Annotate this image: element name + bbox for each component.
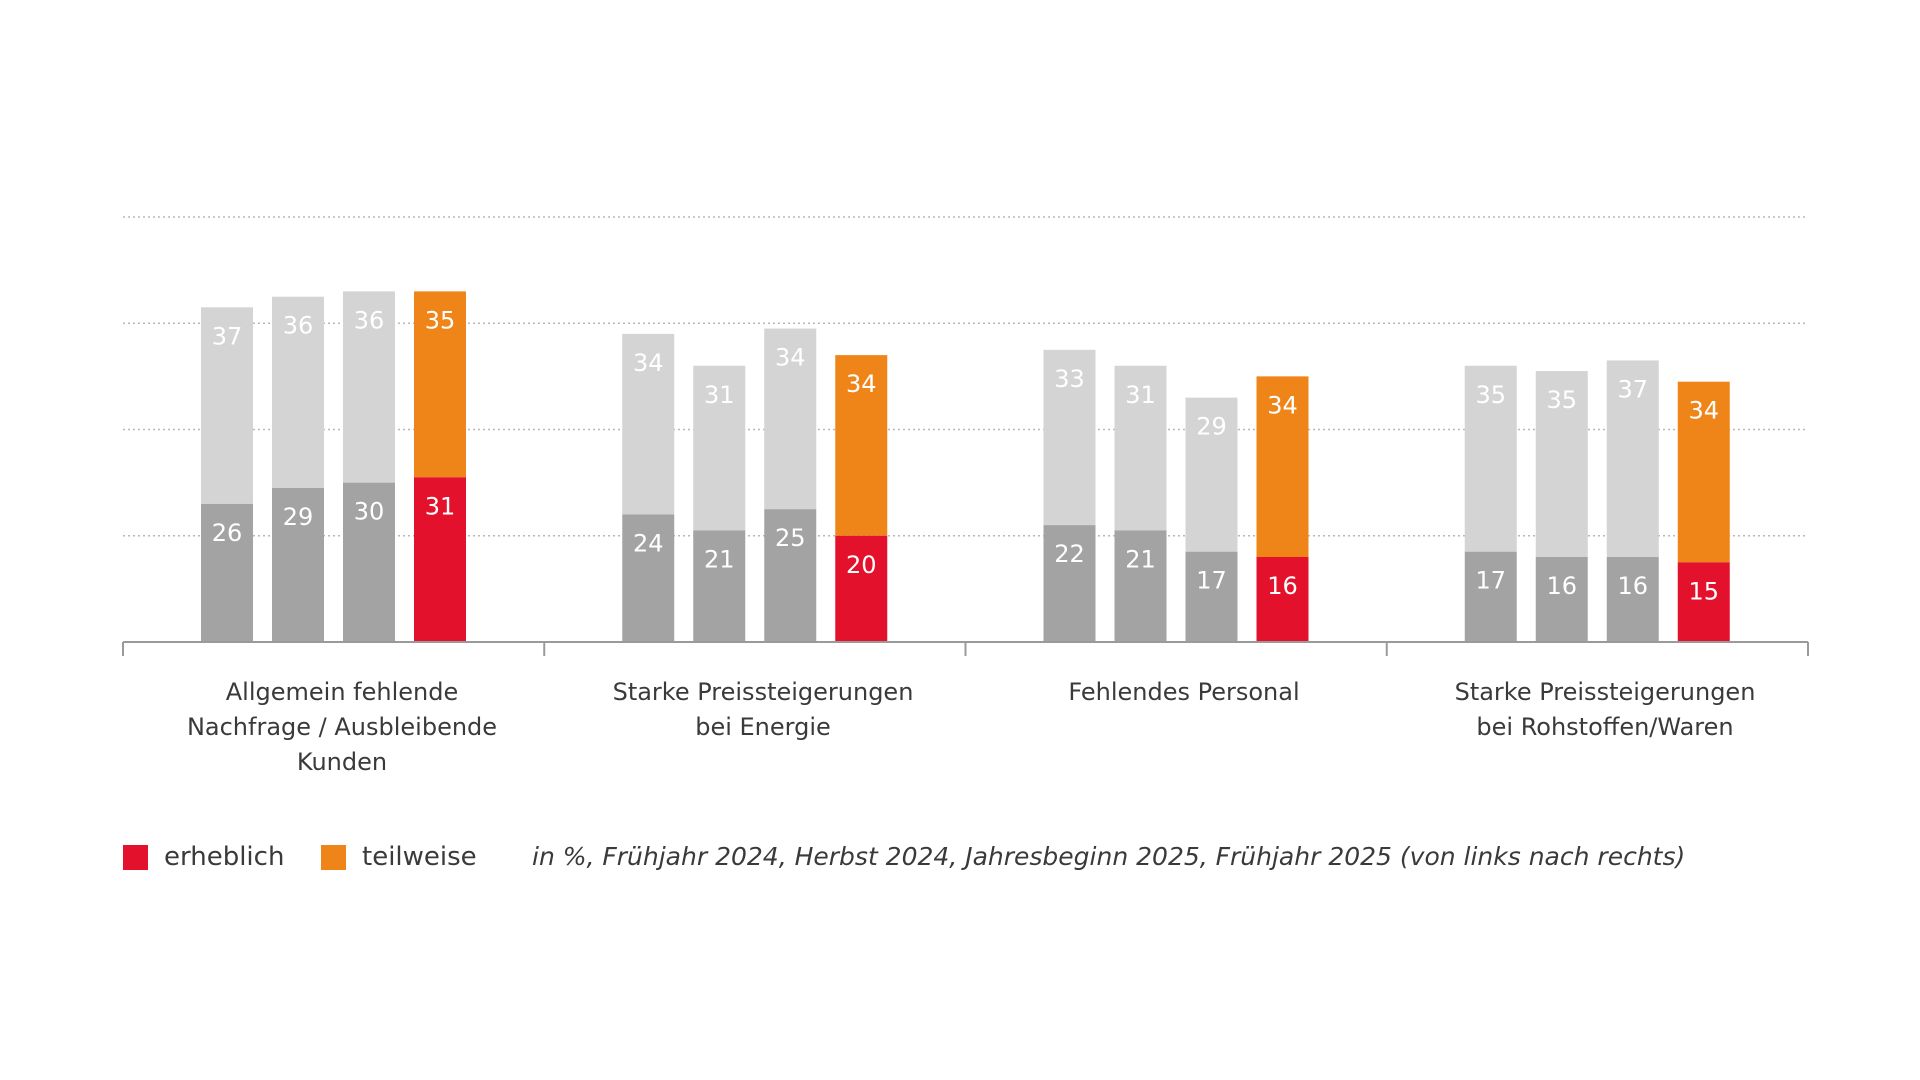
data-label-erheblich-c3-p3: 15	[1688, 577, 1719, 605]
data-label-teilweise-c1-p0: 34	[633, 349, 664, 377]
chart-note: in %, Frühjahr 2024, Herbst 2024, Jahres…	[532, 842, 1686, 871]
data-label-erheblich-c2-p2: 17	[1196, 567, 1227, 595]
category-label-rohstoffe: Starke Preissteigerungen bei Rohstoffen/…	[1454, 678, 1756, 741]
legend-label-teilweise: teilweise	[362, 842, 477, 872]
bar-erheblich-c3-p1	[1535, 557, 1588, 642]
bar-erheblich-c3-p0	[1464, 551, 1517, 642]
data-label-teilweise-c3-p2: 37	[1617, 375, 1648, 403]
legend-swatch-teilweise	[321, 844, 346, 870]
bar-teilweise-c2-p0	[1043, 349, 1096, 526]
bar-erheblich-c2-p3	[1256, 557, 1309, 642]
bar-erheblich-c1-p3	[835, 535, 888, 642]
data-label-erheblich-c1-p1: 21	[704, 545, 735, 573]
data-label-erheblich-c2-p0: 22	[1054, 540, 1085, 568]
data-label-teilweise-c0-p3: 35	[425, 306, 456, 334]
data-label-erheblich-c2-p1: 21	[1125, 545, 1156, 573]
bar-teilweise-c2-p3	[1256, 376, 1309, 557]
bar-erheblich-c2-p2	[1185, 551, 1238, 642]
data-label-teilweise-c0-p0: 37	[212, 322, 243, 350]
data-label-teilweise-c1-p1: 31	[704, 381, 735, 409]
bar-teilweise-c0-p1	[272, 296, 324, 488]
category-label-personal: Fehlendes Personal	[1068, 678, 1300, 706]
bar-erheblich-c1-p0	[622, 514, 675, 642]
category-label-energie: Starke Preissteigerungen bei Energie	[612, 678, 914, 741]
data-label-teilweise-c1-p2: 34	[775, 344, 806, 372]
bar-erheblich-c0-p2	[343, 482, 395, 642]
bar-erheblich-c1-p2	[764, 509, 817, 642]
data-label-teilweise-c2-p2: 29	[1196, 413, 1227, 441]
legend-item-teilweise: teilweise	[321, 840, 477, 874]
data-label-erheblich-c0-p2: 30	[354, 498, 385, 526]
bar-teilweise-c3-p0	[1464, 365, 1517, 552]
data-label-erheblich-c0-p1: 29	[283, 503, 314, 531]
bar-erheblich-c0-p0	[201, 503, 253, 642]
data-label-erheblich-c1-p3: 20	[846, 551, 877, 579]
data-label-erheblich-c2-p3: 16	[1267, 572, 1298, 600]
bar-erheblich-c0-p1	[272, 487, 324, 642]
bar-teilweise-c3-p3	[1677, 381, 1730, 563]
data-label-erheblich-c0-p0: 26	[212, 519, 243, 547]
data-label-erheblich-c3-p1: 16	[1546, 572, 1577, 600]
bar-erheblich-c1-p1	[693, 530, 746, 642]
bar-erheblich-c2-p1	[1114, 530, 1167, 642]
data-label-erheblich-c3-p2: 16	[1617, 572, 1648, 600]
data-label-teilweise-c2-p0: 33	[1054, 365, 1085, 393]
bar-erheblich-c0-p3	[414, 477, 466, 642]
data-label-erheblich-c3-p0: 17	[1475, 567, 1506, 595]
data-label-teilweise-c3-p3: 34	[1688, 397, 1719, 425]
bar-teilweise-c0-p0	[201, 307, 253, 504]
bar-erheblich-c3-p2	[1606, 557, 1659, 642]
bar-erheblich-c3-p3	[1677, 562, 1730, 642]
bar-teilweise-c0-p3	[414, 291, 466, 478]
legend-swatch-erheblich	[123, 844, 148, 870]
data-label-teilweise-c0-p1: 36	[283, 312, 314, 340]
data-label-teilweise-c0-p2: 36	[354, 306, 385, 334]
bar-teilweise-c1-p3	[835, 355, 888, 536]
data-label-erheblich-c1-p2: 25	[775, 524, 806, 552]
legend-label-erheblich: erheblich	[164, 842, 285, 872]
data-label-erheblich-c1-p0: 24	[633, 530, 664, 558]
bar-teilweise-c3-p1	[1535, 371, 1588, 557]
bar-teilweise-c1-p1	[693, 365, 746, 531]
data-label-teilweise-c3-p1: 35	[1546, 386, 1577, 414]
data-label-erheblich-c0-p3: 31	[425, 492, 456, 520]
bar-teilweise-c1-p2	[764, 328, 817, 510]
data-label-teilweise-c2-p1: 31	[1125, 381, 1156, 409]
data-label-teilweise-c1-p3: 34	[846, 370, 877, 398]
data-label-teilweise-c3-p0: 35	[1475, 381, 1506, 409]
bar-teilweise-c3-p2	[1606, 360, 1659, 557]
bar-teilweise-c2-p2	[1185, 397, 1238, 552]
bar-erheblich-c2-p0	[1043, 525, 1096, 642]
legend-item-erheblich: erheblich	[123, 840, 284, 874]
bar-teilweise-c2-p1	[1114, 365, 1167, 531]
bar-teilweise-c1-p0	[622, 333, 675, 515]
data-label-teilweise-c2-p3: 34	[1267, 391, 1298, 419]
bar-teilweise-c0-p2	[343, 291, 395, 483]
category-label-nachfrage: Allgemein fehlende Nachfrage / Ausbleibe…	[186, 678, 498, 776]
